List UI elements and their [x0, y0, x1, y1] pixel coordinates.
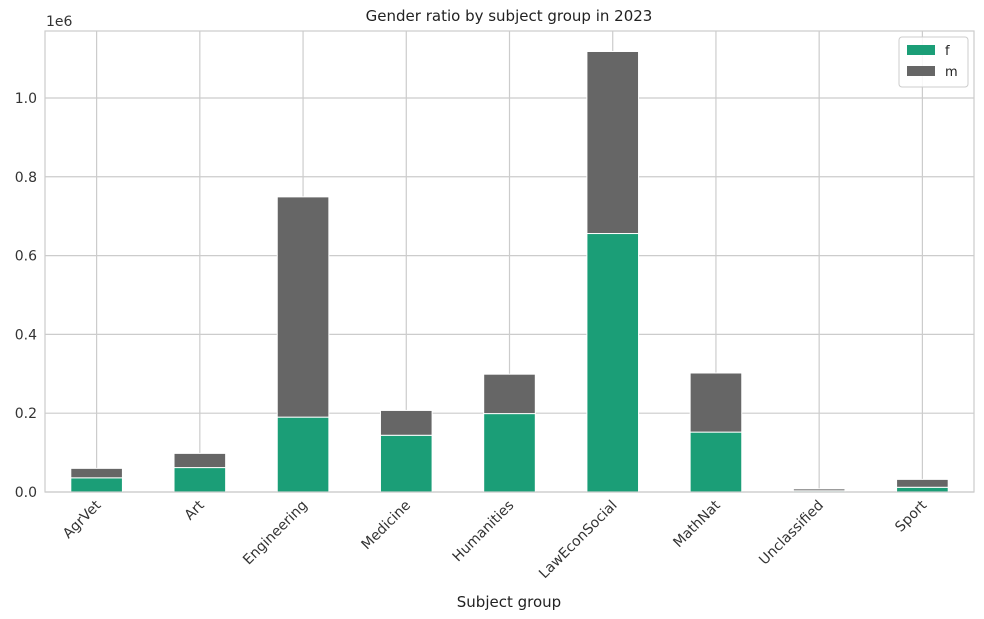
y-tick-label: 1.0 — [15, 91, 37, 107]
x-tick-label: AgrVet — [60, 497, 105, 542]
legend-label: f — [945, 44, 950, 59]
bar-m — [70, 467, 123, 479]
x-tick-label: Art — [182, 497, 208, 523]
bar-f — [896, 486, 949, 493]
plot-frame — [44, 30, 975, 493]
bar-f — [483, 413, 536, 493]
x-tick-label: LawEconSocial — [536, 498, 620, 582]
y-tick-label: 0.0 — [15, 485, 37, 501]
y-tick-label: 0.2 — [15, 406, 37, 422]
x-tick-label: Engineering — [240, 498, 311, 569]
legend-label: m — [945, 65, 958, 80]
legend: fm — [898, 36, 969, 88]
x-tick-label: Humanities — [450, 498, 518, 566]
y-axis-ticks: 0.0 0.2 0.4 0.6 0.8 1.0 — [15, 91, 37, 501]
bars — [70, 50, 949, 493]
bar-f — [379, 434, 433, 493]
legend-swatch — [907, 66, 935, 76]
x-axis-ticks: AgrVet Art Engineering Medicine Humanities La… — [60, 497, 931, 582]
bar-m — [173, 452, 227, 469]
bar-m — [792, 488, 846, 492]
bar-f — [70, 477, 123, 493]
y-tick-label: 0.8 — [15, 170, 37, 186]
legend-swatch — [907, 45, 935, 55]
x-tick-label: Sport — [892, 497, 930, 535]
y-tick-label: 0.4 — [15, 327, 37, 343]
bar-m — [689, 372, 743, 433]
bar-m — [379, 409, 433, 436]
x-tick-label: Medicine — [359, 498, 415, 554]
bar-m — [276, 196, 330, 418]
bar-f — [586, 233, 640, 493]
bar-m — [896, 478, 949, 488]
bar-f — [689, 431, 743, 493]
bar-m — [483, 373, 536, 415]
y-tick-label: 0.6 — [15, 249, 37, 265]
bar-m — [586, 50, 640, 235]
x-axis-label: Subject group — [457, 593, 561, 611]
y-offset-text: 1e6 — [46, 14, 73, 30]
x-tick-label: MathNat — [670, 497, 724, 551]
bar-f — [276, 416, 330, 493]
bar-f — [173, 467, 227, 493]
x-tick-label: Unclassified — [756, 498, 827, 569]
chart-title: Gender ratio by subject group in 2023 — [366, 7, 653, 25]
